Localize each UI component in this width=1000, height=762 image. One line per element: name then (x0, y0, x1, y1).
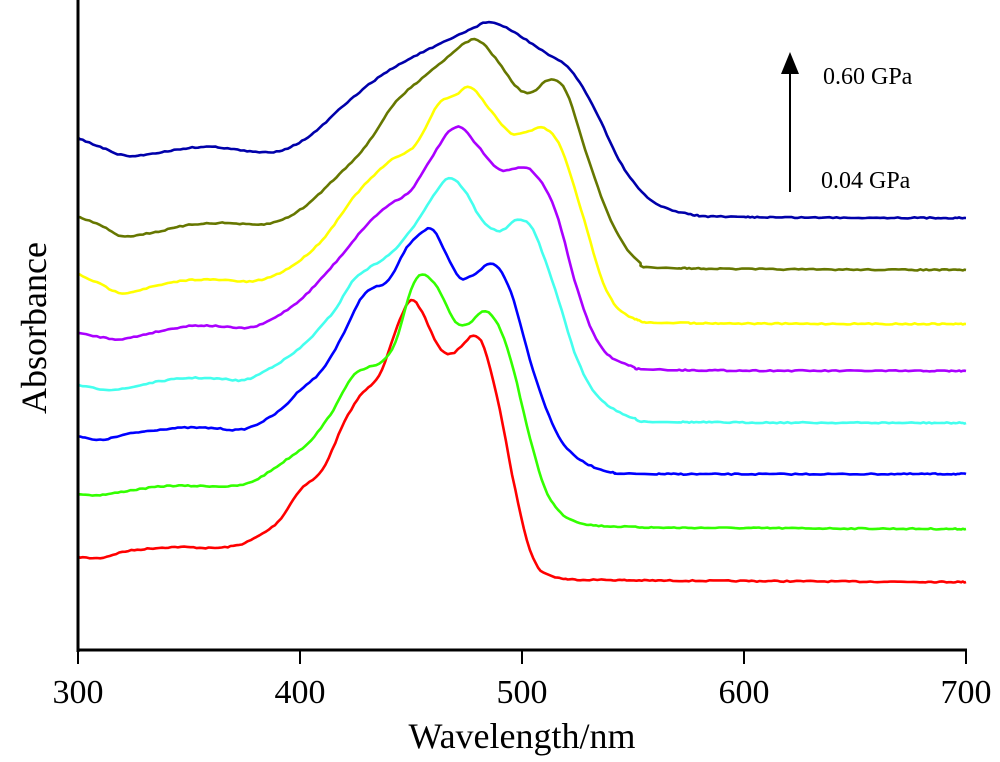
series-line-0-41-gpa (77, 85, 967, 326)
arrow-up-icon (781, 52, 799, 74)
series-line-0-50-gpa (77, 37, 967, 272)
x-tick-label: 600 (719, 674, 770, 711)
x-axis-title: Wavelength/nm (408, 716, 635, 756)
series-line-0-10-gpa (77, 273, 967, 531)
x-tick-label: 400 (275, 674, 326, 711)
annotation-top: 0.60 GPa (823, 64, 913, 90)
series-layer (77, 20, 967, 584)
x-tick-label: 700 (941, 674, 992, 711)
x-tick-label: 500 (497, 674, 548, 711)
series-line-0-26-gpa (77, 176, 967, 425)
series-line-0-04-gpa (77, 298, 967, 584)
annotation-bottom: 0.04 GPa (821, 168, 911, 194)
series-line-0-60-gpa (77, 20, 967, 220)
y-axis-title: Absorbance (14, 242, 54, 414)
x-ticks: 300 400 500 600 700 (53, 650, 992, 711)
series-line-0-18-gpa (78, 226, 967, 476)
pressure-arrow (781, 52, 799, 192)
series-line-0-33-gpa (77, 125, 967, 373)
x-tick-label: 300 (53, 674, 104, 711)
